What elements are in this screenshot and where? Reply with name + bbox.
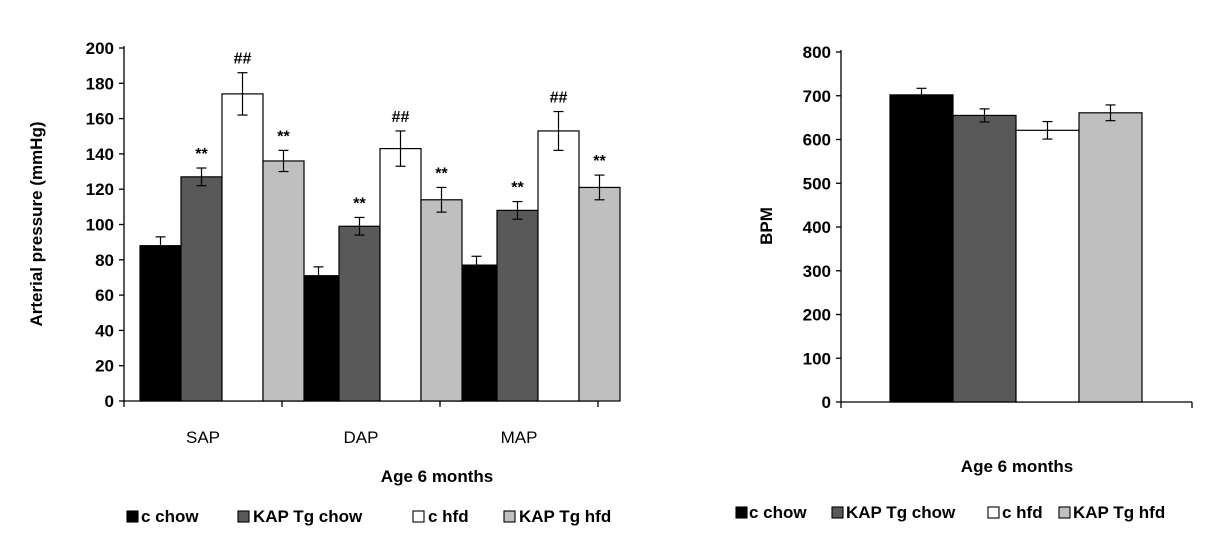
category-label: DAP — [344, 428, 379, 447]
y-tick-label: 80 — [95, 251, 114, 270]
y-tick-label: 400 — [803, 218, 831, 237]
x-axis-title: Age 6 months — [381, 467, 493, 486]
bar-c-hfd — [537, 130, 580, 402]
bar-c-chow — [889, 94, 954, 403]
legend-label: KAP Tg hfd — [1073, 503, 1165, 522]
bar-kap-tg-chow — [496, 209, 539, 402]
bar-c-chow — [139, 245, 182, 402]
y-tick-label: 200 — [86, 39, 114, 58]
legend-label: KAP Tg hfd — [519, 507, 611, 526]
legend-swatch — [735, 506, 748, 519]
significance-annotation: ## — [392, 109, 410, 126]
bar-kap-tg-hfd — [262, 160, 305, 402]
y-tick-label: 60 — [95, 286, 114, 305]
bar-c-hfd — [379, 148, 422, 402]
y-tick-label: 200 — [803, 306, 831, 325]
significance-annotation: ** — [277, 128, 290, 145]
legend-label: c hfd — [1002, 503, 1043, 522]
y-tick-label: 300 — [803, 262, 831, 281]
significance-annotation: ## — [234, 51, 252, 68]
legend-swatch — [126, 510, 139, 523]
bar-c-hfd — [221, 93, 264, 402]
heart-rate-chart: 0 100 200 300 400 500 600 700 800 Age 6 months BPM… — [735, 43, 1193, 522]
y-tick-label: 700 — [803, 87, 831, 106]
arterial-pressure-chart: 0 20 40 60 80 100 120 140 160 180 200 ** ** ** ## ## ## *… — [27, 39, 621, 526]
significance-annotation: ** — [435, 165, 448, 182]
legend-label: c chow — [141, 507, 199, 526]
bar-kap-tg-hfd — [1078, 112, 1143, 403]
y-axis-title: Arterial pressure (mmHg) — [27, 121, 46, 326]
bar-c-hfd — [1015, 129, 1080, 403]
legend-swatch — [1058, 506, 1071, 519]
y-tick-label: 160 — [86, 110, 114, 129]
y-tick-label: 0 — [105, 392, 114, 411]
significance-annotation: ** — [593, 153, 606, 170]
significance-annotation: ** — [195, 146, 208, 163]
bar-kap-tg-chow — [952, 114, 1017, 403]
y-tick-label: 20 — [95, 357, 114, 376]
y-tick-label: 120 — [86, 180, 114, 199]
bar-kap-tg-chow — [338, 225, 381, 402]
legend-swatch — [987, 506, 1000, 519]
y-tick-label: 40 — [95, 321, 114, 340]
y-tick-label: 600 — [803, 131, 831, 150]
y-tick-label: 500 — [803, 174, 831, 193]
legend-label: c chow — [749, 503, 807, 522]
bar-kap-tg-hfd — [578, 186, 621, 402]
legend-swatch — [831, 506, 844, 519]
bar-kap-tg-hfd — [420, 199, 463, 402]
significance-annotation: ** — [511, 180, 524, 197]
legend-swatch — [503, 510, 516, 523]
bar-kap-tg-chow — [180, 176, 223, 402]
significance-annotation: ** — [353, 195, 366, 212]
y-tick-label: 180 — [86, 74, 114, 93]
legend-label: KAP Tg chow — [253, 507, 363, 526]
legend-swatch — [412, 510, 425, 523]
category-label: SAP — [186, 428, 220, 447]
y-tick-label: 0 — [822, 393, 831, 412]
y-tick-label: 800 — [803, 43, 831, 62]
significance-annotation: ## — [550, 90, 568, 107]
legend-swatch — [237, 510, 250, 523]
x-axis-title: Age 6 months — [961, 457, 1073, 476]
y-axis-title: BPM — [757, 207, 776, 245]
y-tick-label: 100 — [86, 216, 114, 235]
y-tick-label: 140 — [86, 145, 114, 164]
y-tick-label: 100 — [803, 349, 831, 368]
category-label: MAP — [501, 428, 538, 447]
legend-label: KAP Tg chow — [846, 503, 956, 522]
legend-label: c hfd — [428, 507, 469, 526]
